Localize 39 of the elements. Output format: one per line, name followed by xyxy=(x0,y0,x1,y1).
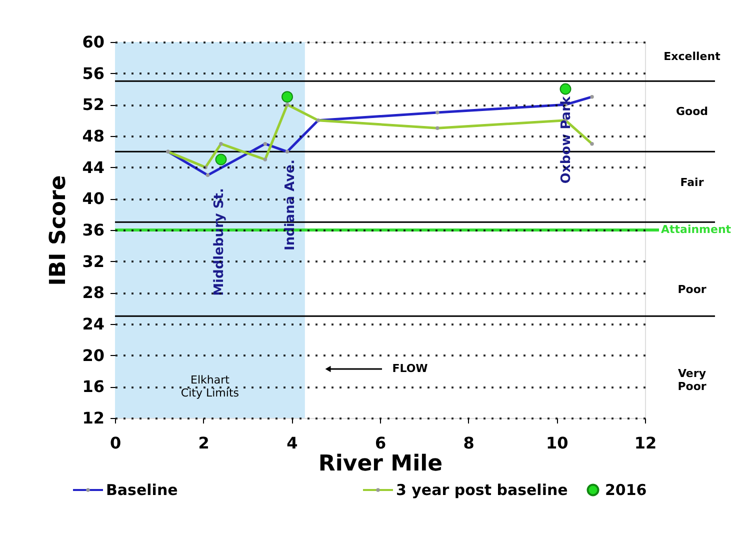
x-tick-label: 2 xyxy=(198,434,210,452)
x-tick-label: 0 xyxy=(110,434,122,452)
y-tick-label: 56 xyxy=(82,64,104,83)
annotation: Oxbow Park xyxy=(559,96,574,184)
x-axis-title: River Mile xyxy=(318,452,443,476)
y-tick-label: 52 xyxy=(82,95,104,114)
x-tick-label: 12 xyxy=(634,434,657,452)
x-tick-label: 6 xyxy=(374,434,386,452)
y-tick-label: 24 xyxy=(82,314,104,334)
point xyxy=(215,154,227,166)
y-tick-label: 28 xyxy=(82,283,104,302)
text: Poor xyxy=(678,283,707,296)
text: Good xyxy=(676,105,708,118)
y-axis-title: IBI Score xyxy=(46,175,72,286)
band-label: Elkhart City Limits xyxy=(180,373,240,400)
y-tick-label: 36 xyxy=(82,220,104,240)
legend-label: 2016 xyxy=(605,481,647,499)
text: Excellent xyxy=(664,50,720,63)
x-tick-label: 4 xyxy=(286,434,298,452)
y-tick-label: 16 xyxy=(82,377,104,396)
y-tick-label: 12 xyxy=(82,408,104,428)
x-tick-label: 10 xyxy=(546,434,568,452)
ref-line-label: Attainment xyxy=(661,223,731,236)
legend-label: 3 year post baseline xyxy=(396,481,568,499)
y-tick-label: 44 xyxy=(82,158,104,177)
text: Very Poor xyxy=(678,367,707,393)
text: Fair xyxy=(680,176,704,189)
y-tick-label: 32 xyxy=(82,252,104,271)
y-tick-label: 60 xyxy=(82,32,104,52)
legend-label: Baseline xyxy=(106,481,178,499)
annotation: Middlebury St. xyxy=(212,188,227,296)
x-tick-label: 8 xyxy=(463,434,474,452)
y-tick-label: 20 xyxy=(82,346,104,365)
point xyxy=(282,91,293,103)
annotation: FLOW xyxy=(392,362,428,375)
y-tick-label: 40 xyxy=(82,189,104,208)
annotation: Indiana Ave. xyxy=(283,159,298,251)
point xyxy=(560,83,572,95)
y-tick-label: 48 xyxy=(82,126,104,146)
